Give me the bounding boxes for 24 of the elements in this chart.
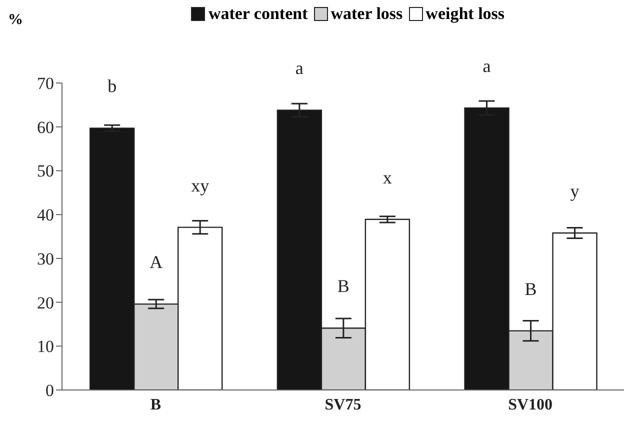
y-tick-label: 40 <box>37 206 54 225</box>
x-tick-label: SV100 <box>508 396 553 414</box>
y-tick-label: 70 <box>37 74 54 94</box>
data-label: y <box>570 180 580 201</box>
data-label: b <box>108 76 117 96</box>
data-label: a <box>482 56 491 76</box>
data-label: A <box>150 252 163 272</box>
data-label: B <box>337 276 350 296</box>
y-axis-title: % <box>8 12 23 29</box>
y-tick-label: 60 <box>37 118 54 137</box>
y-tick-label: 50 <box>37 162 54 181</box>
data-label: B <box>524 278 537 299</box>
x-tick-label: B <box>150 396 162 414</box>
legend-label: water content <box>207 4 308 24</box>
data-label: xy <box>191 175 210 196</box>
y-tick-label: 30 <box>37 249 54 268</box>
legend-label: water loss <box>330 4 403 24</box>
legend-label: weight loss <box>424 4 505 24</box>
x-tick-label: SV75 <box>324 396 362 414</box>
y-tick-label: 10 <box>37 337 54 356</box>
data-label: x <box>382 167 392 188</box>
y-tick-label: 0 <box>46 381 54 400</box>
y-tick-label: 20 <box>37 293 54 312</box>
data-label: a <box>295 58 304 78</box>
